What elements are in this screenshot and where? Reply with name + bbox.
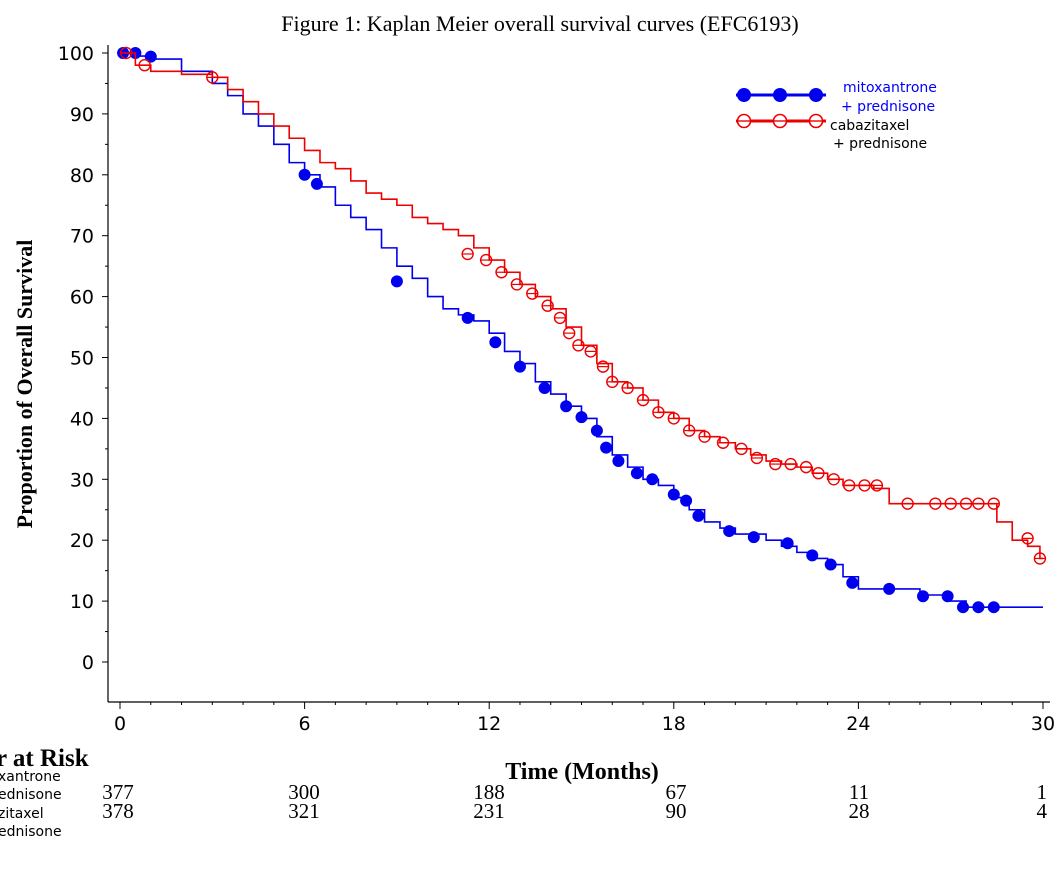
- x-tick-label: 30: [1031, 713, 1055, 735]
- y-tick-label: 0: [82, 652, 94, 674]
- risk-value: 378: [102, 799, 134, 823]
- risk-value: 188: [473, 780, 505, 804]
- legend-marker: [809, 88, 823, 102]
- x-tick-label: 6: [299, 713, 311, 735]
- legend-label: + prednisone: [833, 136, 927, 152]
- censor-marker: [824, 558, 837, 571]
- censor-marker: [390, 275, 403, 288]
- plot-area: [117, 46, 1047, 614]
- risk-row-label: xantrone: [0, 769, 61, 785]
- series-line: [120, 52, 1043, 608]
- risk-row-label: zitaxel: [0, 806, 44, 822]
- risk-value: 377: [102, 780, 134, 804]
- y-axis-label: Proportion of Overall Survival: [12, 240, 37, 529]
- y-tick-label: 100: [58, 43, 94, 65]
- censor-marker: [987, 601, 1000, 614]
- censor-marker: [461, 311, 474, 324]
- censor-marker: [612, 455, 625, 468]
- censor-marker: [590, 424, 603, 437]
- censor-marker: [692, 509, 705, 522]
- censor-marker: [667, 488, 680, 501]
- risk-row-label: ednisone: [0, 787, 62, 803]
- legend: mitoxantrone + prednisone cabazitaxel + pre…: [736, 80, 937, 152]
- censor-marker: [747, 531, 760, 544]
- censor-marker: [538, 381, 551, 394]
- legend-label: + prednisone: [841, 99, 935, 115]
- series-1: [119, 46, 1047, 565]
- censor-marker: [575, 411, 588, 424]
- y-tick-label: 70: [70, 226, 94, 248]
- risk-row-1: zitaxel ednisone 378 321 231 90 28 4: [0, 799, 1048, 840]
- censor-marker: [972, 601, 985, 614]
- y-tick-label: 50: [70, 348, 94, 370]
- censor-marker: [310, 177, 323, 190]
- x-tick-label: 12: [477, 713, 501, 735]
- risk-value: 4: [1037, 799, 1048, 823]
- x-tick-label: 18: [662, 713, 686, 735]
- censor-marker: [560, 400, 573, 413]
- censor-marker: [630, 467, 643, 480]
- censor-marker: [646, 473, 659, 486]
- x-tick-label: 24: [846, 713, 870, 735]
- y-tick-label: 60: [70, 287, 94, 309]
- legend-entry-1: cabazitaxel + prednisone: [736, 113, 927, 152]
- risk-table-title: r at Risk: [0, 745, 89, 772]
- censor-marker: [781, 537, 794, 550]
- y-tick-label: 20: [70, 530, 94, 552]
- censor-marker: [917, 590, 930, 603]
- risk-value: 321: [288, 799, 320, 823]
- y-tick-label: 80: [70, 165, 94, 187]
- risk-value: 90: [666, 799, 687, 823]
- y-tick-label: 10: [70, 591, 94, 613]
- censor-marker: [298, 168, 311, 181]
- censor-marker: [680, 494, 693, 507]
- censor-marker: [957, 601, 970, 614]
- legend-entry-0: mitoxantrone + prednisone: [736, 80, 937, 115]
- legend-label: cabazitaxel: [830, 118, 909, 134]
- y-tick-label: 40: [70, 408, 94, 430]
- censor-marker: [883, 582, 896, 595]
- x-axis-label: Time (Months): [505, 759, 659, 785]
- legend-label: mitoxantrone: [843, 80, 937, 96]
- y-tick-label: 30: [70, 469, 94, 491]
- x-tick-label: 0: [114, 713, 126, 735]
- legend-marker: [737, 88, 751, 102]
- censor-marker: [513, 360, 526, 373]
- risk-value: 300: [288, 780, 320, 804]
- legend-marker: [773, 88, 787, 102]
- censor-marker: [723, 525, 736, 538]
- risk-value: 11: [849, 780, 869, 804]
- series-0: [117, 47, 1043, 614]
- censor-marker: [806, 549, 819, 562]
- risk-value: 67: [666, 780, 687, 804]
- censor-marker: [600, 441, 613, 454]
- censor-marker: [489, 336, 502, 349]
- risk-value: 231: [473, 799, 505, 823]
- y-tick-label: 90: [70, 104, 94, 126]
- chart-title: Figure 1: Kaplan Meier overall survival …: [281, 11, 798, 36]
- risk-row-label: ednisone: [0, 824, 62, 840]
- censor-marker: [144, 50, 157, 63]
- censor-marker: [941, 590, 954, 603]
- risk-value: 1: [1037, 780, 1048, 804]
- risk-value: 28: [849, 799, 870, 823]
- axes: 0 10 20 30 40 50 60 70 80 90 100 0 6 12 18 24 30: [58, 43, 1055, 735]
- censor-marker: [846, 576, 859, 589]
